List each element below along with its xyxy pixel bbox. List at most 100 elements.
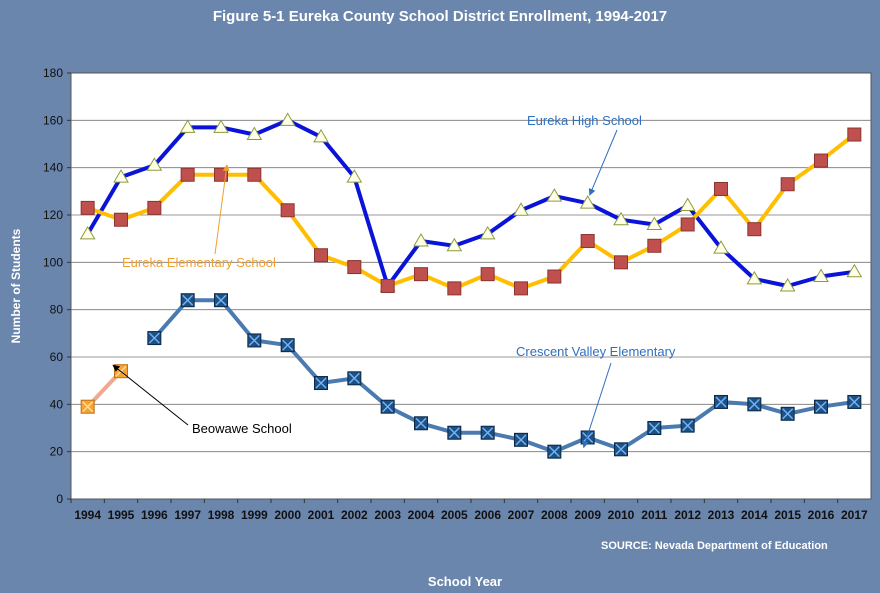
data-point [513,202,529,216]
x-tick-label: 2012 [674,508,701,522]
data-point [180,293,195,308]
data-point [614,442,628,457]
data-point [747,222,762,237]
data-point [813,268,829,283]
data-point [680,217,695,232]
data-point [480,425,495,440]
annotation-arrow [112,364,189,426]
data-point [614,255,628,270]
series-2 [147,293,862,459]
x-tick-label: 2008 [541,508,568,522]
data-point [279,112,296,126]
annotation-label: Beowawe School [192,421,292,436]
data-point [580,430,595,445]
x-tick-label: 2003 [374,508,401,522]
data-point [314,376,328,391]
data-point [313,128,329,143]
data-point [213,119,229,133]
chart-title: Figure 5-1 Eureka County School District… [212,8,668,25]
annotation-arrow [588,129,618,196]
x-tick-label: 2004 [408,508,435,522]
x-tick-label: 2013 [708,508,735,522]
annotation-arrow [582,362,612,449]
data-point [247,167,262,182]
y-tick-label: 0 [56,492,63,506]
data-point [380,399,395,414]
data-point [147,331,162,346]
x-tick-label: 1995 [108,508,135,522]
data-point [413,233,429,247]
x-tick-label: 1998 [208,508,235,522]
data-point [447,281,462,296]
y-tick-label: 180 [43,66,63,80]
source-note: SOURCE: Nevada Department of Education [601,540,828,552]
y-tick-label: 160 [43,113,63,127]
data-point [214,293,228,308]
data-point [514,432,528,447]
data-point [814,399,828,414]
data-point [180,167,195,182]
data-point [646,216,663,230]
data-point [280,203,295,218]
x-axis-label: School Year [427,574,503,589]
series-0 [79,112,863,292]
data-point [647,238,662,253]
data-point [647,421,662,435]
data-point [247,333,262,348]
data-point [779,278,796,292]
x-tick-label: 2014 [741,508,768,522]
x-tick-label: 2002 [341,508,368,522]
annotation-label: Eureka High School [527,113,642,128]
x-tick-label: 2017 [841,508,868,522]
data-point [380,279,395,293]
x-tick-label: 2016 [808,508,835,522]
data-point [680,418,695,433]
x-tick-label: 1997 [174,508,201,522]
data-point [814,153,828,168]
x-tick-label: 2001 [308,508,335,522]
data-point [314,248,328,263]
data-point [780,406,795,421]
data-point [746,270,763,285]
x-tick-label: 2011 [641,508,667,522]
data-point [280,338,295,353]
data-point [780,177,795,192]
data-point [579,195,596,209]
data-point [80,399,95,414]
data-point [847,127,862,142]
data-point [714,394,728,409]
annotation-label: Eureka Elementary School [122,255,276,270]
data-point [414,267,428,282]
x-tick-label: 2015 [774,508,801,522]
data-point [346,169,363,183]
data-point [514,281,528,296]
x-tick-label: 1994 [74,508,101,522]
data-point [547,444,562,459]
data-point [414,416,428,431]
data-point [480,267,495,282]
data-point [747,397,762,412]
series-1 [80,127,862,296]
y-tick-label: 40 [50,397,64,411]
y-tick-label: 60 [50,350,64,364]
data-point [347,371,362,386]
x-tick-label: 2005 [441,508,468,522]
plot-area [70,72,872,500]
x-tick-label: 2007 [508,508,535,522]
data-point [347,260,362,275]
data-point [179,119,196,133]
data-point [479,225,496,240]
data-point [114,212,128,227]
data-point [714,181,728,196]
data-point [679,197,696,212]
y-tick-label: 140 [43,161,63,175]
x-tick-label: 1996 [141,508,168,522]
annotation-arrow [214,164,230,255]
data-point [547,269,562,284]
y-tick-label: 100 [43,255,63,269]
data-point [446,237,463,252]
x-tick-label: 1999 [241,508,268,522]
data-point [580,234,595,249]
y-tick-label: 120 [43,208,63,222]
